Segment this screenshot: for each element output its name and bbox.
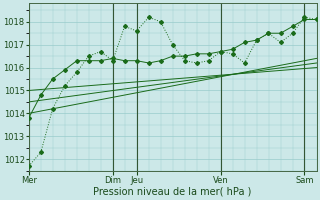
- X-axis label: Pression niveau de la mer( hPa ): Pression niveau de la mer( hPa ): [93, 187, 252, 197]
